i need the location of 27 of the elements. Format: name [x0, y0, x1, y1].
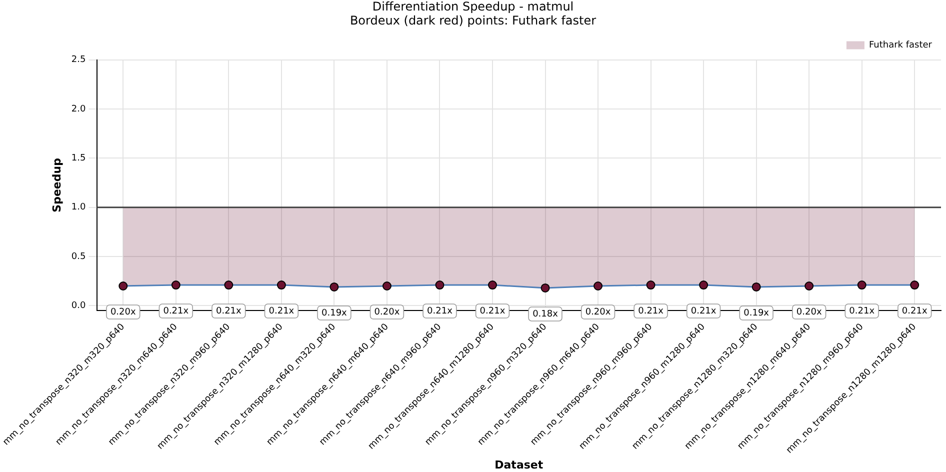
chart-subtitle: Bordeux (dark red) points: Futhark faster	[350, 14, 596, 28]
data-label: 0.20x	[110, 307, 136, 318]
data-label: 0.21x	[480, 306, 506, 316]
y-axis-title: Speedup	[50, 158, 64, 212]
y-tick-label: 1.0	[71, 202, 86, 213]
data-label: 0.21x	[902, 306, 928, 316]
data-label: 0.21x	[268, 306, 295, 316]
data-label: 0.20x	[796, 307, 822, 318]
y-tick-label: 2.0	[71, 104, 86, 114]
y-tick-label: 0.5	[71, 252, 86, 262]
data-label: 0.21x	[216, 306, 242, 316]
x-axis-title: Dataset	[494, 458, 544, 472]
data-label: 0.19x	[744, 308, 770, 318]
data-label: 0.18x	[532, 309, 559, 320]
y-tick-label: 1.5	[71, 153, 86, 164]
data-label: 0.20x	[585, 307, 612, 318]
y-tick-label: 2.5	[71, 55, 86, 66]
data-label: 0.21x	[638, 306, 664, 316]
data-label: 0.20x	[374, 307, 400, 318]
data-label: 0.21x	[690, 306, 717, 316]
data-label: 0.21x	[427, 306, 454, 316]
y-tick-label: 0.0	[71, 301, 86, 312]
legend-label: Futhark faster	[868, 40, 932, 51]
data-label: 0.21x	[163, 306, 190, 316]
chart-title: Differentiation Speedup - matmul	[372, 0, 574, 14]
data-label: 0.21x	[849, 306, 876, 316]
data-label: 0.19x	[322, 308, 348, 318]
